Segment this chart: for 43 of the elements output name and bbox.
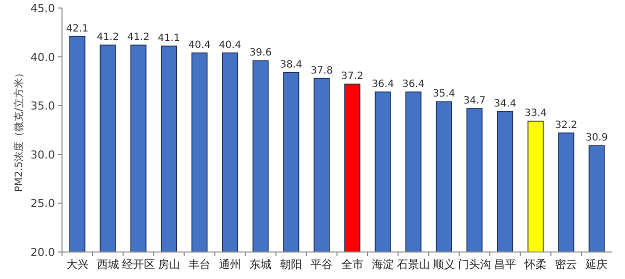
y-tick-label: 40.0 bbox=[30, 50, 55, 64]
y-tick-label: 20.0 bbox=[30, 246, 55, 259]
data-label: 36.4 bbox=[372, 78, 394, 90]
data-label: 37.2 bbox=[341, 71, 364, 82]
x-tick-label: 全市 bbox=[341, 258, 364, 271]
data-label: 40.4 bbox=[218, 40, 242, 51]
x-tick-label: 顺义 bbox=[432, 258, 455, 271]
y-tick-label: 30.0 bbox=[30, 148, 55, 162]
data-label: 40.4 bbox=[188, 40, 211, 51]
data-label: 32.2 bbox=[555, 120, 578, 131]
x-tick-label: 朝阳 bbox=[280, 258, 302, 271]
data-label: 30.9 bbox=[586, 132, 608, 144]
data-label: 36.4 bbox=[402, 78, 425, 90]
y-tick-label: 25.0 bbox=[30, 197, 55, 210]
data-label: 35.4 bbox=[432, 88, 456, 100]
data-label: 34.4 bbox=[494, 98, 516, 110]
x-tick-label: 东城 bbox=[250, 258, 272, 271]
y-tick-label: 45.0 bbox=[30, 2, 55, 15]
x-tick-label: 通州 bbox=[219, 258, 242, 271]
x-tick-label: 昌平 bbox=[494, 258, 516, 271]
x-tick-label: 门头沟 bbox=[458, 258, 491, 271]
data-label: 41.1 bbox=[158, 33, 180, 44]
x-tick-label: 房山 bbox=[158, 258, 180, 271]
x-tick-label: 平谷 bbox=[310, 258, 333, 271]
y-axis-title: PM2.5浓度（微克/立方米） bbox=[13, 68, 25, 192]
data-label: 41.2 bbox=[96, 32, 119, 44]
data-label: 41.2 bbox=[127, 32, 150, 44]
data-label: 33.4 bbox=[524, 108, 547, 120]
x-tick-label: 密云 bbox=[555, 258, 578, 271]
y-tick-label: 35.0 bbox=[30, 100, 55, 113]
data-label: 34.7 bbox=[463, 96, 486, 107]
x-tick-label: 怀柔 bbox=[524, 258, 547, 271]
x-tick-label: 大兴 bbox=[66, 258, 88, 271]
x-tick-label: 丰台 bbox=[188, 258, 210, 271]
x-tick-label: 海淀 bbox=[372, 258, 394, 271]
data-label: 39.6 bbox=[249, 48, 272, 59]
x-tick-label: 延庆 bbox=[584, 258, 608, 271]
data-label: 37.8 bbox=[310, 65, 333, 76]
x-tick-label: 石景山 bbox=[396, 258, 430, 271]
data-label: 38.4 bbox=[280, 59, 302, 70]
x-tick-label: 经开区 bbox=[122, 258, 155, 271]
x-tick-label: 西城 bbox=[96, 258, 119, 271]
data-label: 42.1 bbox=[66, 23, 88, 34]
